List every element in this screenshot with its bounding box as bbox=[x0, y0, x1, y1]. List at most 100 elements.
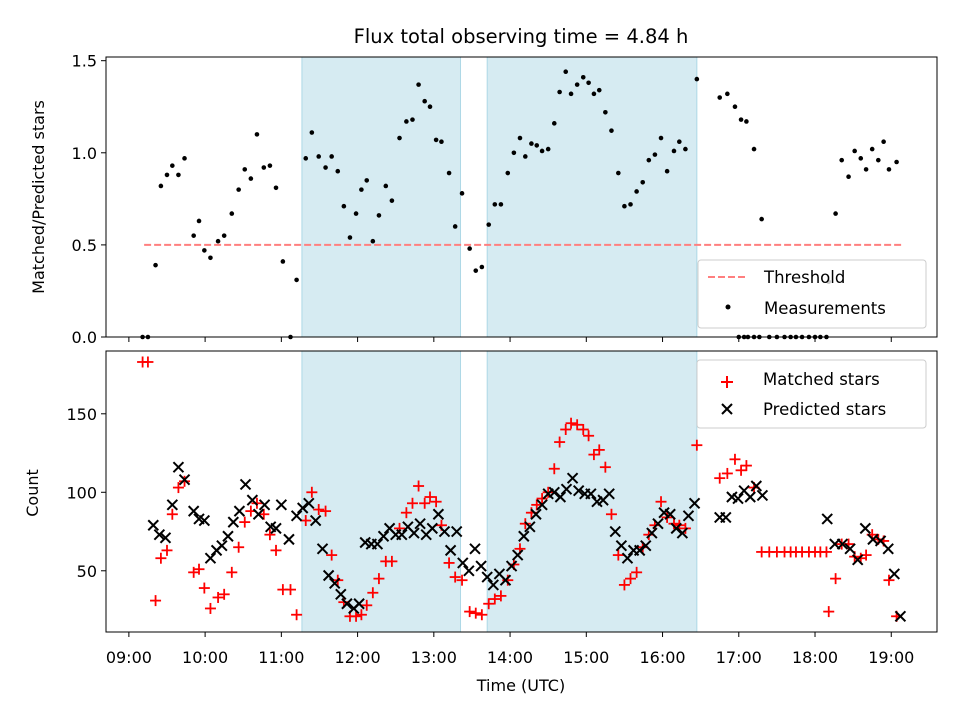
matched-star-point bbox=[740, 460, 752, 472]
x-tick-label: 11:00 bbox=[258, 648, 304, 667]
predicted-star-point bbox=[283, 533, 295, 546]
measurement-point bbox=[858, 156, 864, 161]
observing-interval-2 bbox=[486, 56, 698, 338]
measurement-point bbox=[616, 170, 621, 176]
predicted-star-point bbox=[159, 532, 172, 544]
measurement-point bbox=[383, 183, 389, 189]
top-y-tick-label: 1.0 bbox=[72, 144, 97, 163]
measurement-point bbox=[229, 211, 235, 216]
predicted-star-point bbox=[341, 598, 353, 610]
bottom-y-tick-label: 50 bbox=[77, 562, 97, 581]
matched-star-point bbox=[519, 518, 531, 530]
predicted-star-point bbox=[290, 510, 303, 522]
predicted-star-point bbox=[246, 494, 259, 506]
measurement-point bbox=[459, 191, 465, 196]
predicted-star-point bbox=[621, 552, 634, 564]
x-tick-label: 16:00 bbox=[639, 648, 685, 667]
predicted-star-point bbox=[270, 522, 282, 535]
bottom-y-axis: 50 100 150 bbox=[66, 405, 106, 581]
matched-star-point bbox=[355, 609, 367, 621]
measurement-point bbox=[433, 137, 439, 143]
observing-intervals-top bbox=[301, 56, 698, 338]
x-tick-label: 09:00 bbox=[106, 648, 152, 667]
measurement-point bbox=[273, 185, 279, 191]
measurement-point bbox=[215, 238, 221, 244]
predicted-legend-label: Predicted stars bbox=[763, 400, 886, 419]
predicted-star-point bbox=[204, 552, 217, 564]
predicted-star-point bbox=[396, 528, 408, 541]
measurement-point bbox=[370, 238, 376, 244]
measurement-point bbox=[628, 202, 633, 207]
measurement-point bbox=[170, 163, 175, 168]
matched-star-point bbox=[306, 486, 318, 498]
predicted-star-point bbox=[487, 579, 499, 591]
predicted-star-point bbox=[353, 598, 365, 610]
predicted-star-point bbox=[566, 472, 579, 484]
predicted-star-point bbox=[450, 525, 463, 538]
measurement-point bbox=[694, 76, 700, 82]
x-tick-label: 18:00 bbox=[792, 648, 838, 667]
measurement-point bbox=[416, 82, 421, 87]
predicted-star-point bbox=[198, 514, 211, 527]
matched-star-point bbox=[577, 423, 589, 435]
matched-star-point bbox=[476, 609, 488, 621]
measurement-point bbox=[886, 167, 892, 172]
predicted-star-point bbox=[888, 568, 901, 580]
x-tick-label: 15:00 bbox=[563, 648, 609, 667]
predicted-star-point bbox=[329, 577, 341, 590]
measurement-point bbox=[683, 146, 688, 152]
matched-star-point bbox=[830, 573, 842, 585]
measurement-point bbox=[389, 198, 395, 203]
measurement-point bbox=[280, 259, 286, 264]
matched-star-point bbox=[612, 549, 624, 561]
predicted-star-point bbox=[457, 557, 469, 569]
predicted-star-point bbox=[239, 478, 252, 491]
measurement-point bbox=[744, 119, 749, 124]
measurement-point bbox=[664, 168, 670, 174]
measurement-point bbox=[410, 117, 415, 122]
matched-star-point bbox=[583, 430, 595, 442]
measurement-point bbox=[545, 146, 551, 152]
predicted-star-point bbox=[603, 488, 615, 500]
predicted-star-point bbox=[499, 574, 512, 586]
measurement-point bbox=[732, 104, 738, 110]
measurement-point bbox=[738, 117, 744, 122]
matched-star-point bbox=[406, 497, 418, 509]
matched-star-point bbox=[548, 463, 560, 475]
predicted-star-point bbox=[859, 522, 872, 535]
predicted-star-point bbox=[426, 522, 439, 535]
measurement-point bbox=[622, 203, 627, 209]
measurements-legend-label: Measurements bbox=[764, 299, 886, 318]
x-axis-label: Time (UTC) bbox=[476, 676, 565, 695]
matched-star-point bbox=[313, 504, 325, 516]
measurement-point bbox=[486, 222, 492, 227]
matched-star-point bbox=[883, 574, 895, 586]
predicted-star-point bbox=[463, 565, 475, 577]
measurement-point bbox=[236, 187, 241, 192]
matched-star-point bbox=[449, 571, 461, 583]
matched-star-point bbox=[198, 582, 210, 594]
measurement-point bbox=[467, 246, 472, 251]
measurement-point bbox=[634, 189, 639, 194]
measurement-point bbox=[316, 154, 322, 159]
measurement-point bbox=[427, 104, 433, 110]
measurement-point bbox=[529, 141, 534, 146]
predicted-star-point bbox=[481, 571, 493, 583]
matched-star-point bbox=[443, 557, 455, 569]
predicted-star-point bbox=[444, 544, 457, 557]
measurement-point bbox=[563, 69, 569, 75]
predicted-star-point bbox=[821, 513, 833, 525]
predicted-star-point bbox=[720, 511, 732, 524]
measurement-point bbox=[452, 224, 458, 229]
matched-star-point bbox=[430, 496, 442, 508]
measurement-point bbox=[517, 135, 523, 141]
measurement-point bbox=[446, 170, 452, 176]
measurement-point bbox=[182, 156, 187, 161]
matched-star-point bbox=[554, 436, 566, 448]
measurement-point bbox=[397, 135, 402, 141]
measurement-point bbox=[164, 172, 170, 178]
predicted-star-point bbox=[676, 527, 689, 539]
predicted-star-point bbox=[258, 499, 271, 511]
measurement-point bbox=[534, 143, 540, 148]
matched-star-point bbox=[605, 508, 617, 520]
